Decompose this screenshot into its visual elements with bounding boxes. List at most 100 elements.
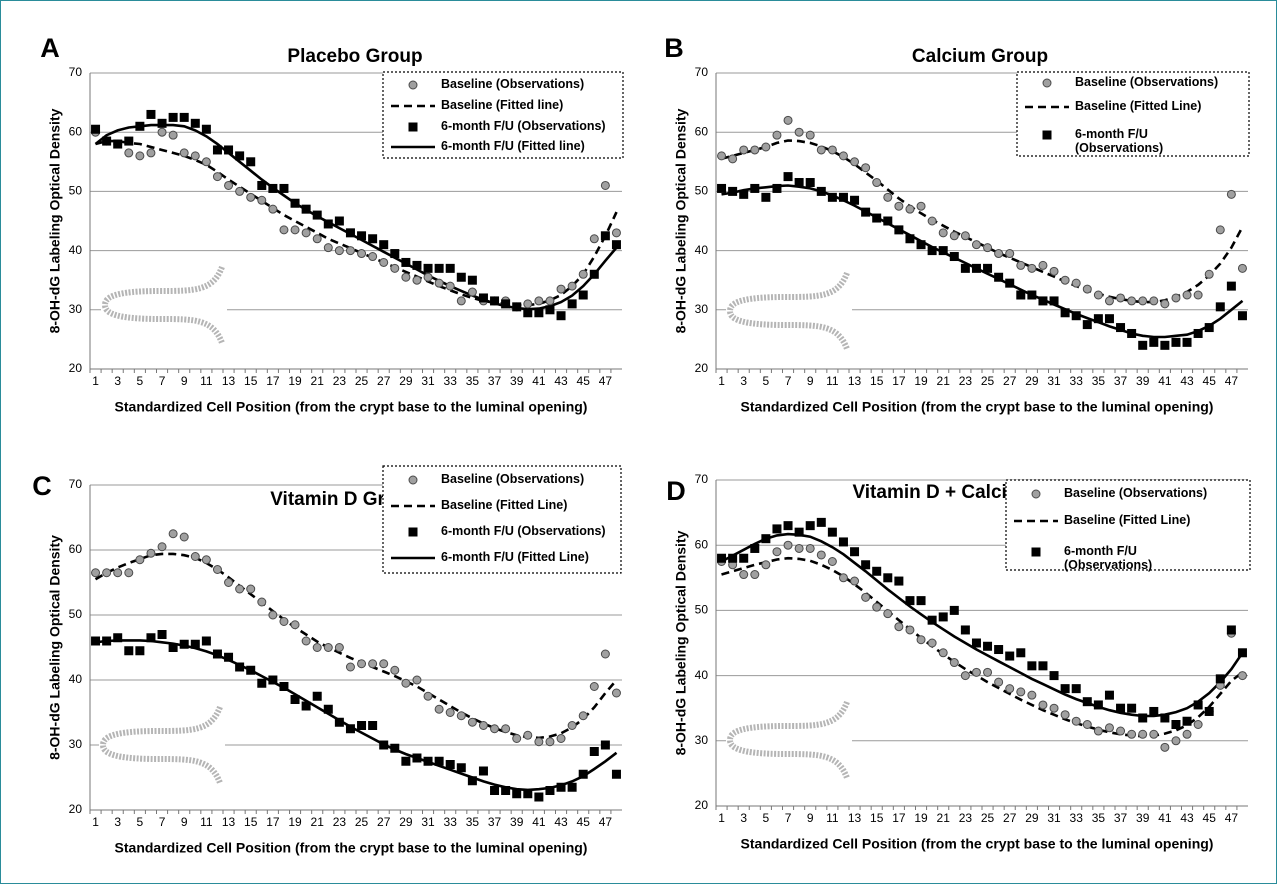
data-point bbox=[861, 560, 871, 570]
y-tick-label: 50 bbox=[69, 184, 83, 198]
data-point bbox=[838, 192, 848, 202]
data-point bbox=[312, 210, 322, 220]
x-tick-label: 27 bbox=[1003, 374, 1017, 388]
data-point bbox=[1038, 260, 1048, 270]
data-point bbox=[1038, 296, 1048, 306]
data-point bbox=[750, 183, 760, 193]
data-point bbox=[589, 682, 599, 691]
data-point bbox=[611, 688, 621, 698]
data-point bbox=[1104, 314, 1114, 324]
data-point bbox=[772, 183, 782, 193]
data-point bbox=[805, 178, 815, 188]
data-point bbox=[135, 121, 145, 131]
data-point bbox=[102, 136, 112, 146]
data-point bbox=[750, 145, 760, 155]
data-point bbox=[368, 721, 378, 730]
legend-label: Baseline (Observations) bbox=[1075, 75, 1219, 89]
x-tick-label: 47 bbox=[599, 815, 613, 829]
data-point bbox=[1082, 320, 1092, 330]
data-point bbox=[861, 163, 871, 173]
x-tick-label: 21 bbox=[311, 374, 325, 388]
data-point bbox=[490, 786, 500, 795]
data-point bbox=[190, 118, 200, 128]
data-point bbox=[534, 737, 544, 747]
data-point bbox=[445, 760, 455, 769]
x-tick-label: 9 bbox=[181, 815, 188, 829]
data-point bbox=[157, 630, 167, 639]
data-point bbox=[124, 136, 134, 146]
data-point bbox=[268, 183, 278, 193]
data-point bbox=[938, 612, 948, 622]
data-point bbox=[323, 219, 333, 229]
data-point bbox=[1082, 284, 1092, 294]
x-tick-label: 29 bbox=[399, 374, 413, 388]
data-point bbox=[883, 609, 893, 619]
data-point bbox=[816, 517, 826, 527]
data-point bbox=[168, 529, 178, 539]
x-tick-label: 19 bbox=[288, 815, 302, 829]
x-tick-label: 7 bbox=[159, 374, 166, 388]
x-tick-label: 23 bbox=[333, 815, 347, 829]
legend-label: Baseline (Fitted Line) bbox=[1064, 513, 1191, 527]
x-tick-label: 19 bbox=[914, 811, 928, 825]
data-point bbox=[1082, 697, 1092, 707]
x-tick-label: 43 bbox=[554, 815, 568, 829]
data-point bbox=[467, 287, 477, 297]
data-point bbox=[994, 272, 1004, 282]
data-point bbox=[960, 671, 970, 681]
data-point bbox=[1160, 340, 1170, 350]
x-tick-label: 31 bbox=[421, 815, 435, 829]
fitted-line bbox=[721, 556, 1244, 738]
data-point bbox=[490, 724, 500, 734]
data-point bbox=[91, 124, 101, 134]
data-point bbox=[894, 225, 904, 235]
data-point bbox=[1093, 290, 1103, 300]
data-point bbox=[423, 263, 433, 273]
data-point bbox=[190, 552, 200, 561]
data-point bbox=[246, 157, 256, 167]
legend-box bbox=[1005, 479, 1251, 571]
y-tick-label: 40 bbox=[69, 243, 83, 257]
data-point bbox=[1027, 690, 1037, 700]
data-point bbox=[279, 682, 289, 691]
data-point bbox=[772, 524, 782, 534]
data-point bbox=[412, 675, 422, 685]
x-tick-label: 45 bbox=[1203, 811, 1217, 825]
x-tick-label: 43 bbox=[1180, 374, 1194, 388]
x-tick-label: 7 bbox=[785, 811, 792, 825]
data-point bbox=[379, 740, 389, 750]
panel-label: B bbox=[664, 33, 684, 63]
y-tick-label: 70 bbox=[69, 65, 83, 79]
x-tick-label: 17 bbox=[892, 811, 906, 825]
data-point bbox=[1016, 648, 1026, 658]
data-point bbox=[168, 643, 178, 652]
x-tick-label: 3 bbox=[740, 811, 747, 825]
data-point bbox=[523, 789, 533, 799]
data-point bbox=[212, 649, 222, 659]
data-point bbox=[179, 532, 189, 542]
data-point bbox=[1215, 302, 1225, 312]
x-tick-label: 47 bbox=[599, 374, 613, 388]
data-point bbox=[1204, 706, 1214, 716]
legend-swatch bbox=[1042, 78, 1052, 88]
data-point bbox=[861, 592, 871, 602]
x-tick-label: 15 bbox=[870, 811, 884, 825]
data-point bbox=[739, 553, 749, 563]
data-point bbox=[1071, 311, 1081, 321]
data-point bbox=[556, 284, 566, 294]
data-point bbox=[1182, 290, 1192, 300]
x-tick-label: 39 bbox=[510, 374, 524, 388]
data-point bbox=[146, 633, 156, 643]
data-point bbox=[157, 542, 167, 552]
x-tick-label: 7 bbox=[159, 815, 166, 829]
data-point bbox=[357, 249, 367, 259]
data-point bbox=[861, 207, 871, 217]
data-point bbox=[246, 665, 256, 675]
legend-label: 6-month F/U (Fitted line) bbox=[441, 139, 585, 153]
data-point bbox=[312, 234, 322, 244]
data-point bbox=[301, 636, 311, 646]
x-tick-label: 43 bbox=[1180, 811, 1194, 825]
data-point bbox=[1171, 337, 1181, 347]
crypt-icon bbox=[101, 265, 227, 345]
data-point bbox=[257, 180, 267, 190]
